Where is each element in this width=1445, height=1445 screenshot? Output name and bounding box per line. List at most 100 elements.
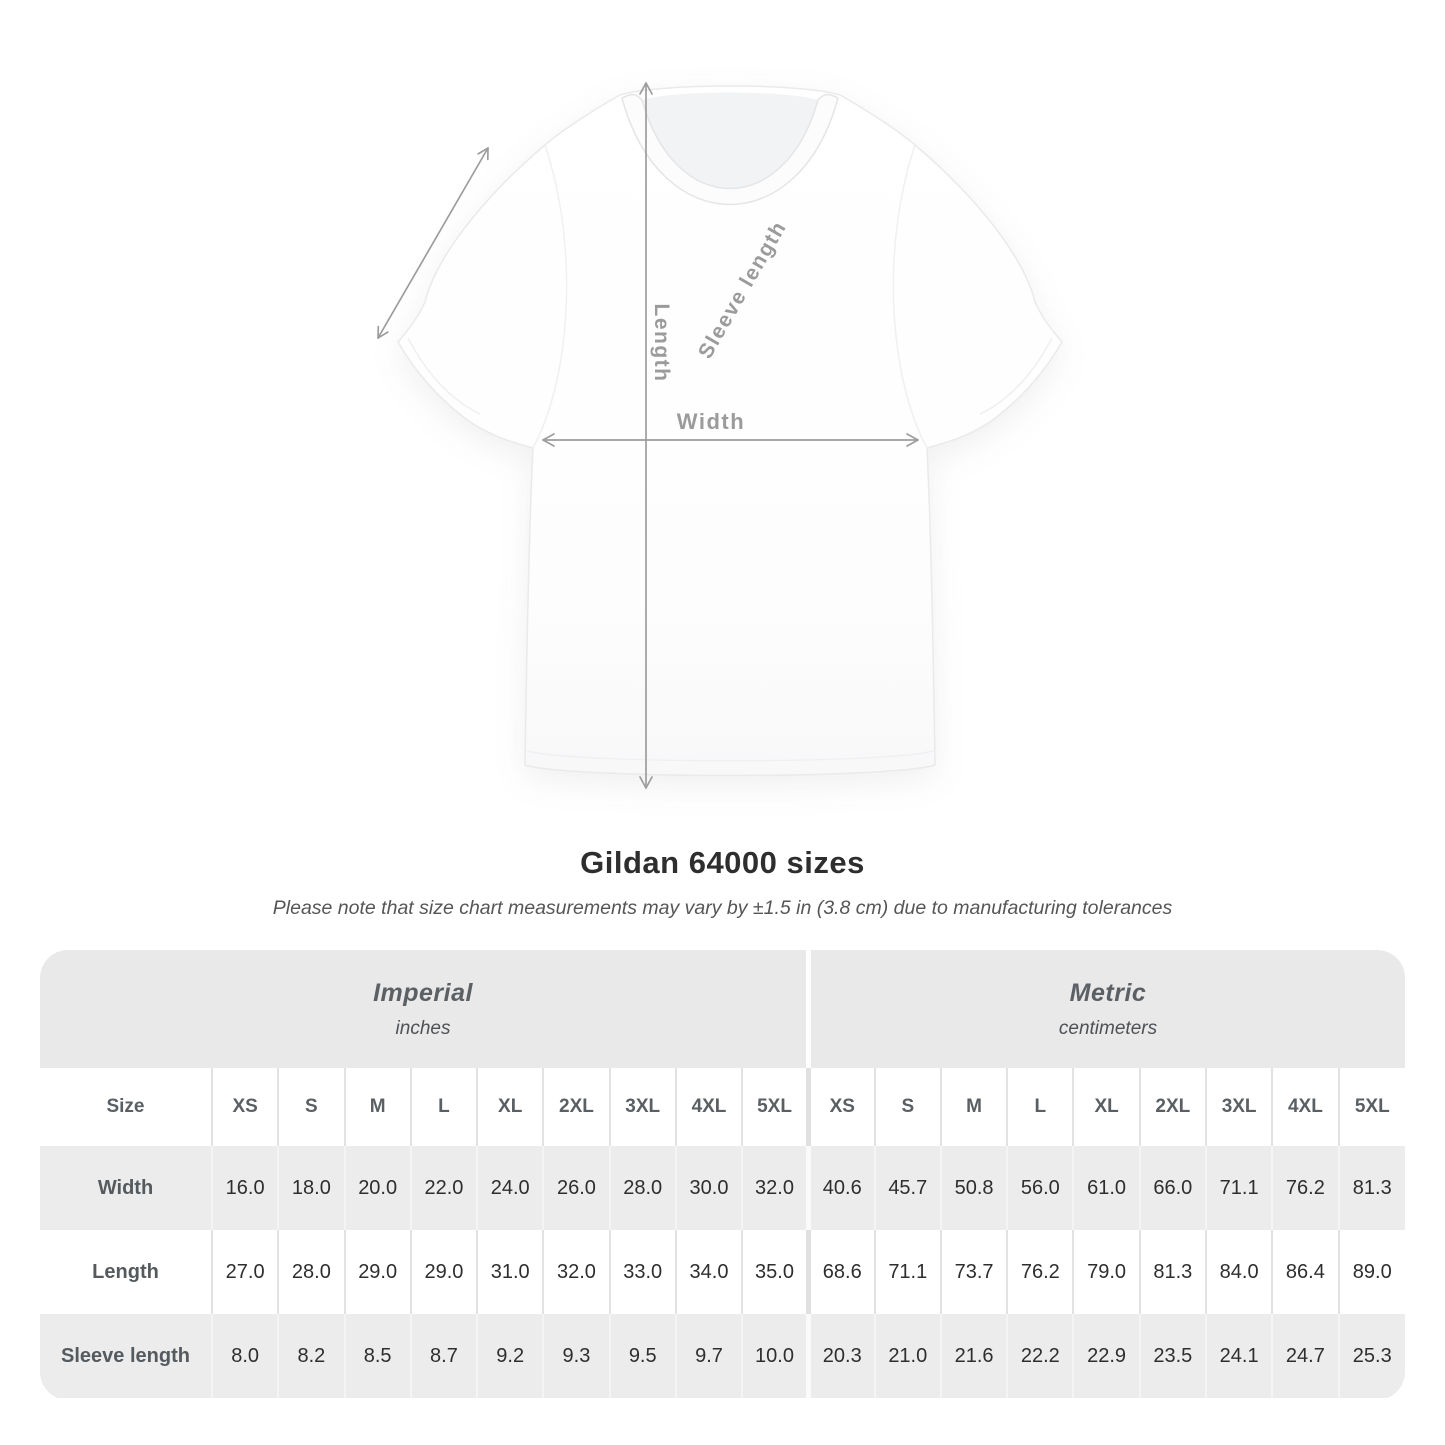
- table-cell: 86.4: [1271, 1230, 1339, 1314]
- size-col-imperial-3xl: 3XL: [608, 1068, 676, 1146]
- table-row-sleeve-length: Sleeve length 8.0 8.2 8.5 8.7 9.2 9.3 9.…: [40, 1314, 1405, 1398]
- sleeve-length-arrow: [377, 147, 489, 339]
- width-arrow: [542, 433, 919, 447]
- table-cell: 24.1: [1204, 1314, 1273, 1398]
- table-cell: 31.0: [476, 1230, 544, 1314]
- size-col-imperial-m: M: [343, 1068, 411, 1146]
- size-col-metric-l: L: [1006, 1068, 1074, 1146]
- table-cell: 8.0: [210, 1314, 279, 1398]
- tshirt-shape: [397, 85, 1063, 777]
- size-data-table: Size XS S M L XL 2XL 3XL 4XL 5XL XS S M …: [40, 1068, 1405, 1398]
- size-header-label: Size: [40, 1068, 212, 1146]
- table-cell: 35.0: [741, 1230, 809, 1314]
- tshirt-measurement-diagram: Sleeve length Length Width: [330, 50, 1110, 820]
- table-cell: 29.0: [409, 1230, 478, 1314]
- table-cell: 28.0: [608, 1146, 676, 1230]
- length-label: Length: [650, 303, 673, 383]
- table-cell: 61.0: [1072, 1146, 1140, 1230]
- table-cell: 8.5: [343, 1314, 411, 1398]
- size-col-imperial-l: L: [409, 1068, 478, 1146]
- table-cell: 56.0: [1006, 1146, 1074, 1230]
- unit-section-header: Imperial inches Metric centimeters: [40, 950, 1405, 1068]
- size-col-metric-xl: XL: [1072, 1068, 1140, 1146]
- size-col-imperial-xl: XL: [476, 1068, 544, 1146]
- size-col-metric-xs: XS: [805, 1068, 875, 1146]
- table-cell: 23.5: [1138, 1314, 1206, 1398]
- table-cell: 9.7: [674, 1314, 743, 1398]
- table-cell: 73.7: [939, 1230, 1008, 1314]
- metric-section-header: Metric centimeters: [811, 950, 1405, 1068]
- table-row-length: Length 27.0 28.0 29.0 29.0 31.0 32.0 33.…: [40, 1230, 1405, 1314]
- table-cell: 9.5: [608, 1314, 676, 1398]
- table-cell: 21.6: [939, 1314, 1008, 1398]
- right-armhole-seam: [892, 144, 928, 449]
- table-cell: 40.6: [805, 1146, 875, 1230]
- table-cell: 34.0: [674, 1230, 743, 1314]
- table-cell: 22.0: [409, 1146, 478, 1230]
- size-col-metric-2xl: 2XL: [1138, 1068, 1206, 1146]
- table-cell: 9.2: [476, 1314, 544, 1398]
- table-cell: 68.6: [805, 1230, 875, 1314]
- table-cell: 76.2: [1271, 1146, 1339, 1230]
- size-col-metric-3xl: 3XL: [1204, 1068, 1273, 1146]
- table-cell: 10.0: [741, 1314, 809, 1398]
- length-arrow: [639, 82, 653, 789]
- row-label-width: Width: [40, 1146, 212, 1230]
- table-cell: 89.0: [1337, 1230, 1405, 1314]
- row-label-length: Length: [40, 1230, 212, 1314]
- size-header-row: Size XS S M L XL 2XL 3XL 4XL 5XL XS S M …: [40, 1068, 1405, 1146]
- table-cell: 24.0: [476, 1146, 544, 1230]
- width-label: Width: [676, 409, 746, 434]
- table-cell: 26.0: [542, 1146, 610, 1230]
- size-col-metric-4xl: 4XL: [1271, 1068, 1339, 1146]
- table-cell: 22.2: [1006, 1314, 1074, 1398]
- bottom-hem-seam: [526, 750, 934, 762]
- size-col-imperial-s: S: [277, 1068, 345, 1146]
- table-cell: 21.0: [873, 1314, 941, 1398]
- table-cell: 29.0: [343, 1230, 411, 1314]
- table-cell: 30.0: [674, 1146, 743, 1230]
- table-cell: 71.1: [873, 1230, 941, 1314]
- size-col-metric-m: M: [939, 1068, 1008, 1146]
- table-cell: 76.2: [1006, 1230, 1074, 1314]
- imperial-section-unit: inches: [395, 1017, 451, 1039]
- size-col-metric-s: S: [873, 1068, 941, 1146]
- metric-section-title: Metric: [1069, 978, 1147, 1007]
- table-cell: 79.0: [1072, 1230, 1140, 1314]
- table-cell: 22.9: [1072, 1314, 1140, 1398]
- table-cell: 81.3: [1138, 1230, 1206, 1314]
- size-col-imperial-2xl: 2XL: [542, 1068, 610, 1146]
- neck-opening: [642, 92, 818, 189]
- table-cell: 8.7: [409, 1314, 478, 1398]
- table-cell: 66.0: [1138, 1146, 1206, 1230]
- imperial-section-title: Imperial: [373, 978, 473, 1007]
- table-cell: 33.0: [608, 1230, 676, 1314]
- table-cell: 32.0: [542, 1230, 610, 1314]
- section-divider: [806, 950, 811, 1068]
- table-cell: 20.0: [343, 1146, 411, 1230]
- size-col-imperial-xs: XS: [210, 1068, 279, 1146]
- table-cell: 8.2: [277, 1314, 345, 1398]
- table-cell: 71.1: [1204, 1146, 1273, 1230]
- table-cell: 45.7: [873, 1146, 941, 1230]
- table-cell: 27.0: [210, 1230, 279, 1314]
- size-table: Imperial inches Metric centimeters Size …: [40, 950, 1405, 1400]
- table-cell: 20.3: [805, 1314, 875, 1398]
- table-cell: 28.0: [277, 1230, 345, 1314]
- table-cell: 24.7: [1271, 1314, 1339, 1398]
- table-cell: 9.3: [542, 1314, 610, 1398]
- table-cell: 16.0: [210, 1146, 279, 1230]
- table-cell: 84.0: [1204, 1230, 1273, 1314]
- metric-section-unit: centimeters: [1058, 1017, 1158, 1039]
- size-col-imperial-4xl: 4XL: [674, 1068, 743, 1146]
- imperial-section-header: Imperial inches: [40, 950, 806, 1068]
- collar-band: [621, 93, 839, 206]
- left-armhole-seam: [532, 144, 568, 449]
- table-cell: 81.3: [1337, 1146, 1405, 1230]
- size-col-metric-5xl: 5XL: [1337, 1068, 1405, 1146]
- right-sleeve-hem: [979, 337, 1053, 415]
- table-cell: 25.3: [1337, 1314, 1405, 1398]
- tshirt-illustration: [377, 82, 1063, 789]
- left-sleeve-hem: [407, 337, 481, 415]
